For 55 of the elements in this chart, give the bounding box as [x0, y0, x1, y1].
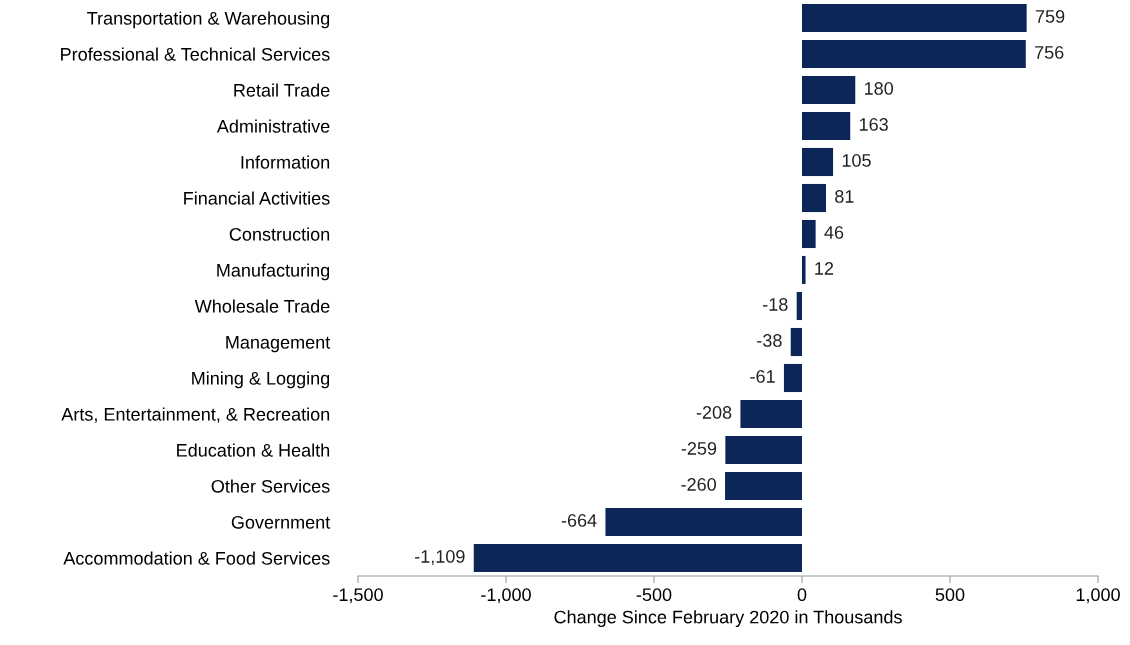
y-tick-label: Financial Activities: [184, 191, 330, 205]
y-tick-label: Administrative: [216, 119, 330, 133]
y-tick-label: Construction: [229, 227, 330, 241]
y-tick-label: Accommodation & Food Services: [63, 551, 330, 565]
data-label: 759: [1035, 10, 1065, 23]
bar: [802, 147, 834, 177]
x-tick-label: -1,500: [333, 588, 383, 604]
data-label: 756: [1035, 46, 1064, 59]
data-label: 81: [835, 190, 854, 203]
data-label: -260: [681, 478, 716, 491]
bar: [790, 327, 802, 357]
bar: [802, 39, 1026, 69]
bar: [725, 435, 802, 465]
bar: [783, 363, 802, 393]
data-label: -18: [763, 298, 788, 311]
bar: [740, 399, 802, 429]
bar: [802, 3, 1027, 33]
data-label: 180: [864, 82, 894, 95]
bar: [473, 543, 802, 573]
bar: [802, 219, 816, 249]
data-label: 12: [815, 262, 834, 275]
x-tick-label: 500: [935, 588, 965, 602]
data-label: -664: [561, 514, 597, 527]
bar: [802, 75, 856, 105]
y-tick-label: Transportation & Warehousing: [87, 11, 330, 29]
x-tick-label: -500: [636, 588, 672, 602]
bar: [796, 291, 802, 321]
y-tick-label: Information: [241, 155, 330, 169]
y-tick-label: Management: [226, 336, 331, 353]
x-tick-label: 0: [797, 588, 807, 602]
data-label: 105: [842, 154, 871, 167]
bar: [802, 183, 826, 213]
x-tick-label: 1,000: [1076, 588, 1120, 604]
bar: [725, 471, 802, 501]
y-tick-label: Wholesale Trade: [194, 299, 330, 313]
y-tick-label: Mining & Logging: [192, 371, 330, 389]
x-tick-label: -1,000: [481, 588, 531, 604]
y-tick-label: Retail Trade: [234, 83, 330, 97]
data-label: -38: [757, 334, 782, 347]
y-tick-label: Professional & Technical Services: [61, 47, 330, 61]
y-tick-label: Arts, Entertainment, & Recreation: [61, 407, 330, 423]
y-tick-label: Education & Health: [177, 443, 330, 457]
x-axis-title: Change Since February 2020 in Thousands: [554, 610, 902, 628]
bar: [605, 507, 802, 537]
y-tick-label: Government: [231, 515, 331, 529]
bar: [802, 111, 851, 141]
data-label: -1,109: [415, 550, 465, 565]
data-label: 163: [859, 118, 888, 131]
data-label: -259: [681, 442, 717, 455]
y-tick-label: Manufacturing: [217, 263, 330, 281]
data-label: -61: [750, 370, 775, 383]
data-label: -208: [696, 406, 732, 419]
data-label: 46: [824, 226, 844, 239]
y-tick-label: Other Services: [211, 479, 330, 493]
bar: [802, 255, 806, 285]
